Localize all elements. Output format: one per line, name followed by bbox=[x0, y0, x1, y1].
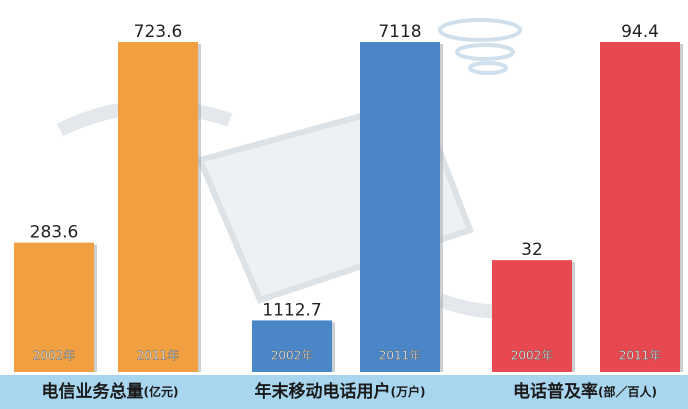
value-label: 1112.7 bbox=[262, 300, 321, 320]
value-label: 283.6 bbox=[30, 223, 79, 243]
group-unit: (万户) bbox=[391, 384, 426, 399]
value-label: 94.4 bbox=[621, 22, 659, 42]
group-unit: (亿元) bbox=[144, 384, 179, 399]
bar bbox=[360, 42, 440, 372]
value-label: 7118 bbox=[378, 22, 421, 42]
group-unit: (部／百人) bbox=[598, 384, 657, 399]
category-label: 2011年 bbox=[137, 349, 180, 363]
category-label: 2002年 bbox=[271, 349, 314, 363]
group-title-text: 年末移动电话用户 bbox=[255, 381, 391, 402]
bar bbox=[118, 42, 198, 372]
category-label: 2011年 bbox=[619, 349, 662, 363]
category-label: 2002年 bbox=[33, 349, 76, 363]
bar bbox=[252, 320, 332, 372]
group-title-text: 电话普及率 bbox=[513, 381, 598, 402]
chart: 283.6 2002年 723.6 2011年电信业务总量(亿元) 1112.7 2002… bbox=[0, 0, 688, 409]
bar bbox=[600, 42, 680, 372]
value-label: 723.6 bbox=[134, 22, 183, 42]
category-label: 2002年 bbox=[511, 349, 554, 363]
category-label: 2011年 bbox=[379, 349, 422, 363]
group-title-text: 电信业务总量 bbox=[42, 381, 144, 402]
value-label: 32 bbox=[521, 240, 543, 260]
